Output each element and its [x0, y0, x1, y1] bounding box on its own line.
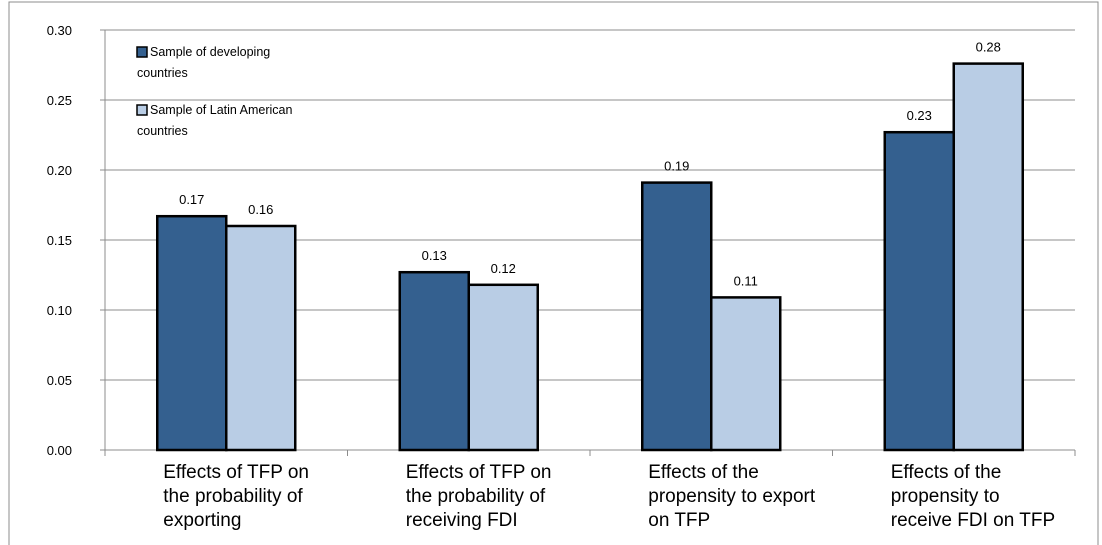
legend-label: Sample of developing countries [137, 45, 270, 80]
y-tick-label: 0.10 [47, 303, 72, 318]
bars [156, 62, 1024, 452]
data-label: 0.11 [734, 273, 758, 288]
data-label: 0.19 [664, 159, 689, 174]
legend: Sample of developing countries Sample of L… [136, 45, 292, 138]
y-tick-label: 0.25 [47, 93, 72, 108]
legend-label: Sample of Latin American countries [137, 103, 292, 138]
legend-swatch [136, 104, 148, 116]
bar [467, 283, 539, 452]
data-label: 0.13 [422, 248, 447, 263]
chart-frame [8, 1, 1099, 545]
data-label: 0.17 [179, 192, 204, 207]
bar [710, 296, 782, 452]
y-tick-label: 0.15 [47, 233, 72, 248]
bar [883, 130, 955, 452]
data-label: 0.23 [907, 108, 932, 123]
y-tick-label: 0.20 [47, 163, 72, 178]
x-category-label: Effects of TFP on the probability of expor… [163, 462, 309, 531]
bar [156, 214, 228, 452]
x-category-label: Effects of TFP on the probability of recei… [406, 462, 552, 531]
x-category-label: Effects of the propensity to export on TFP [648, 462, 816, 531]
bar [641, 181, 713, 452]
legend-swatch [136, 46, 148, 58]
y-tick-label: 0.05 [47, 373, 72, 388]
data-label: 0.12 [491, 261, 516, 276]
bar [225, 224, 297, 452]
y-tick-label: 0.30 [47, 23, 72, 38]
x-category-label: Effects of the propensity to receive FDI o… [891, 462, 1055, 531]
axes: 0.00 0.05 0.10 0.15 0.20 0.25 0.30 Effects of T… [47, 23, 1076, 531]
data-label: 0.16 [248, 202, 273, 217]
bar [952, 62, 1024, 452]
data-label: 0.28 [976, 40, 1001, 55]
bar [398, 270, 470, 452]
y-tick-label: 0.00 [47, 443, 72, 458]
data-labels: 0.17 0.16 0.13 0.12 0.19 0.11 0.23 0.28 [179, 40, 1001, 289]
